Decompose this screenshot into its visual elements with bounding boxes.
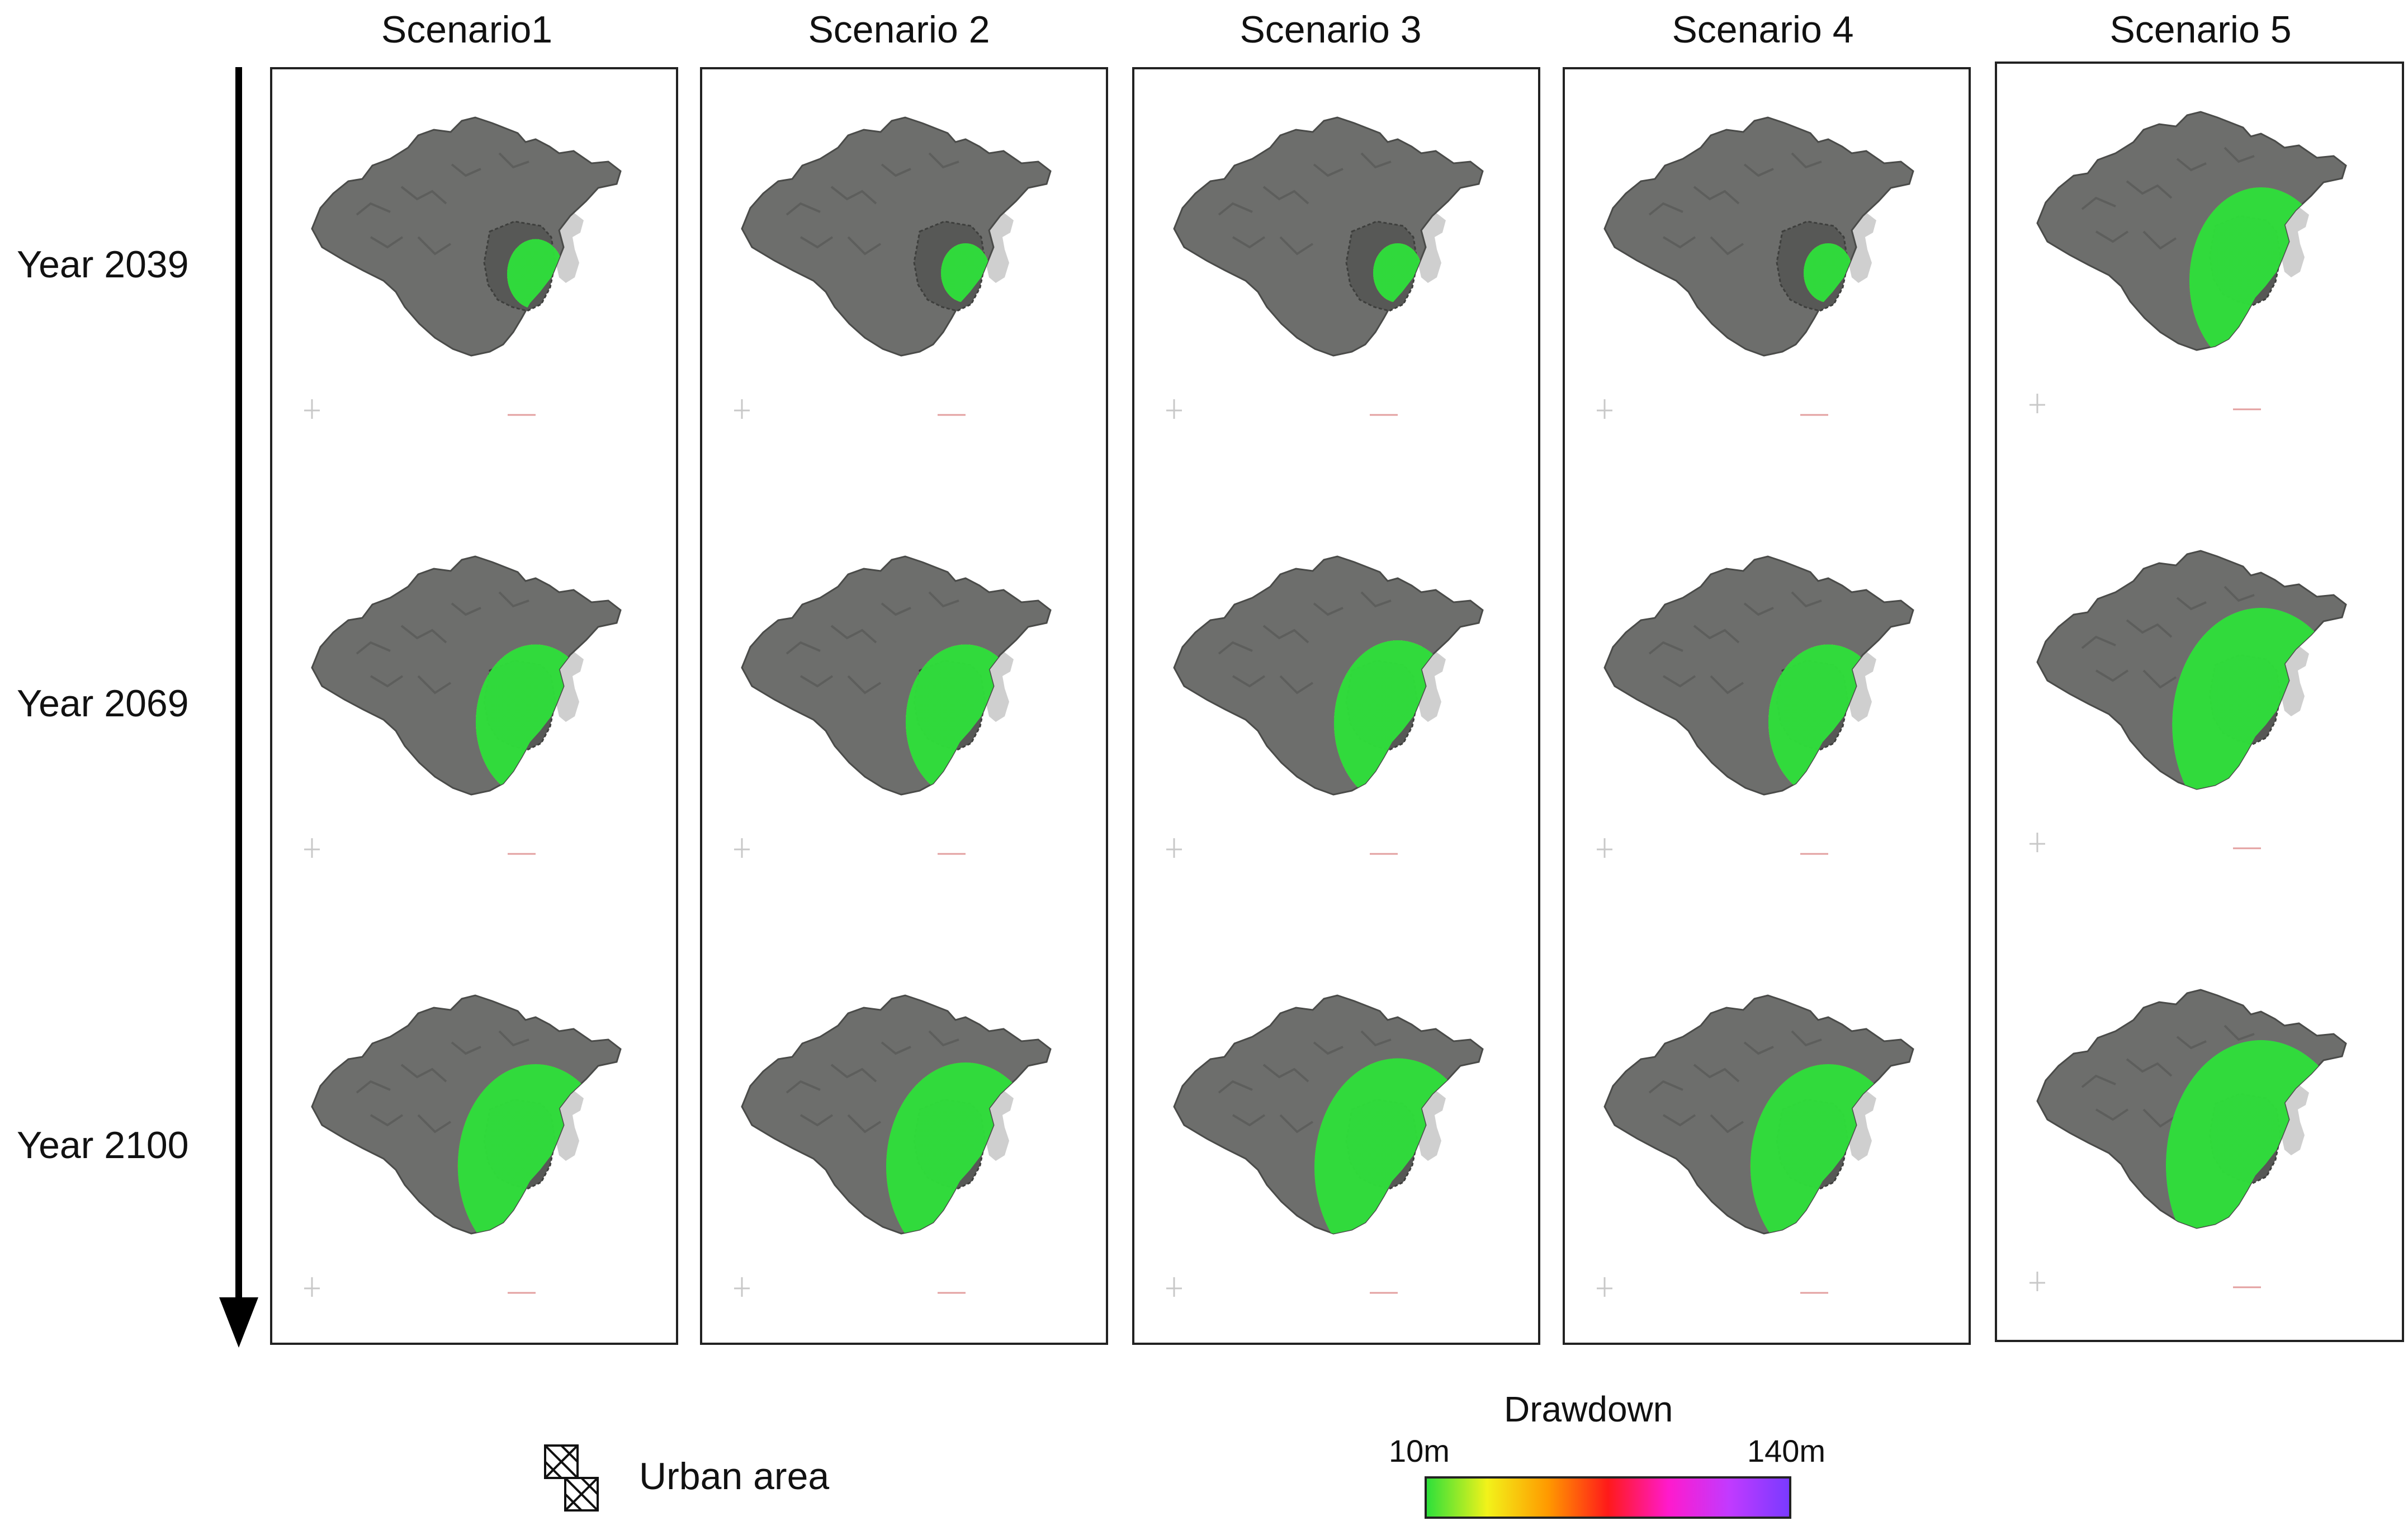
catchment-boundary bbox=[741, 555, 1052, 796]
scenario-1-title: Scenario1 bbox=[381, 8, 553, 51]
year-2100-label: Year 2100 bbox=[17, 1124, 189, 1166]
drawdown-min-label: 10m bbox=[1389, 1433, 1450, 1468]
north-arrow-icon bbox=[1166, 838, 1182, 858]
north-arrow-icon bbox=[1597, 838, 1612, 858]
scenario-5-title: Scenario 5 bbox=[2109, 8, 2292, 51]
scenario-3-panel bbox=[1132, 67, 1540, 1345]
catchment-map bbox=[734, 994, 1052, 1297]
catchment-map bbox=[1597, 555, 1914, 858]
catchment-map bbox=[1597, 116, 1914, 419]
time-arrow-icon bbox=[219, 67, 258, 1348]
scenario-2-panel bbox=[700, 67, 1108, 1345]
scenario-4-title: Scenario 4 bbox=[1672, 8, 1854, 51]
catchment-map bbox=[1597, 994, 1914, 1297]
drawdown-plume bbox=[1804, 243, 1853, 303]
adjacent-area bbox=[986, 212, 1014, 283]
drawdown-plume bbox=[1314, 1058, 1481, 1234]
north-arrow-icon bbox=[1597, 399, 1612, 419]
adjacent-area bbox=[986, 1090, 1014, 1161]
catchment-boundary bbox=[1173, 555, 1484, 796]
drawdown-legend: Drawdown 10m 140m bbox=[1375, 1387, 1856, 1532]
north-arrow-icon bbox=[1597, 1277, 1612, 1297]
adjacent-area bbox=[1418, 651, 1446, 722]
adjacent-area bbox=[556, 1090, 584, 1161]
north-arrow-icon bbox=[2029, 833, 2045, 852]
catchment-map bbox=[304, 116, 622, 419]
north-arrow-icon bbox=[734, 1277, 750, 1297]
adjacent-area bbox=[986, 651, 1014, 722]
adjacent-area bbox=[1848, 651, 1876, 722]
urban-area-hatch-icon bbox=[544, 1444, 599, 1512]
adjacent-area bbox=[2281, 207, 2309, 277]
urban-area-legend: Urban area bbox=[540, 1440, 931, 1524]
drawdown-plume bbox=[1750, 1064, 1906, 1234]
scenario-1-panel bbox=[270, 67, 678, 1345]
scenario-4-panel bbox=[1563, 67, 1971, 1345]
drawdown-colorbar bbox=[1425, 1476, 1791, 1519]
north-arrow-icon bbox=[304, 1277, 320, 1297]
adjacent-area bbox=[1418, 212, 1446, 283]
drawdown-plume bbox=[1373, 243, 1422, 303]
urban-area-label: Urban area bbox=[639, 1455, 830, 1498]
north-arrow-icon bbox=[304, 399, 320, 419]
drawdown-plume bbox=[886, 1062, 1045, 1234]
drawdown-plume bbox=[2189, 187, 2333, 350]
north-arrow-icon bbox=[304, 838, 320, 858]
year-2069-label: Year 2069 bbox=[17, 682, 189, 725]
catchment-map bbox=[2029, 550, 2347, 852]
scenario-3-title: Scenario 3 bbox=[1240, 8, 1422, 51]
catchment-map bbox=[2029, 111, 2347, 413]
catchment-map bbox=[1166, 555, 1484, 858]
adjacent-area bbox=[2281, 646, 2309, 716]
catchment-boundary bbox=[2036, 111, 2347, 351]
scenario-2-title: Scenario 2 bbox=[808, 8, 990, 51]
catchment-map bbox=[304, 994, 622, 1297]
north-arrow-icon bbox=[1166, 399, 1182, 419]
catchment-boundary bbox=[1603, 116, 1914, 357]
catchment-boundary bbox=[311, 116, 622, 357]
adjacent-area bbox=[556, 651, 584, 722]
catchment-map bbox=[1166, 994, 1484, 1297]
catchment-boundary bbox=[1603, 555, 1914, 796]
drawdown-plume bbox=[2166, 1040, 2346, 1228]
catchment-map bbox=[734, 116, 1052, 419]
drawdown-plume bbox=[457, 1064, 614, 1234]
drawdown-plume bbox=[941, 243, 990, 303]
north-arrow-icon bbox=[2029, 1272, 2045, 1291]
catchment-boundary bbox=[1173, 116, 1484, 357]
drawdown-title: Drawdown bbox=[1504, 1389, 1673, 1429]
north-arrow-icon bbox=[734, 838, 750, 858]
drawdown-max-label: 140m bbox=[1747, 1433, 1826, 1468]
catchment-boundary bbox=[311, 555, 622, 796]
adjacent-area bbox=[1848, 212, 1876, 283]
catchment-boundary bbox=[1603, 994, 1914, 1235]
north-arrow-icon bbox=[2029, 394, 2045, 413]
catchment-map bbox=[304, 555, 622, 858]
catchment-boundary bbox=[741, 994, 1052, 1235]
catchment-map bbox=[1166, 116, 1484, 419]
adjacent-area bbox=[2281, 1085, 2309, 1155]
adjacent-area bbox=[1848, 1090, 1876, 1161]
scenario-5-panel bbox=[1995, 62, 2404, 1342]
catchment-map bbox=[734, 555, 1052, 858]
catchment-boundary bbox=[311, 994, 622, 1235]
catchment-map bbox=[2029, 989, 2347, 1291]
north-arrow-icon bbox=[734, 399, 750, 419]
catchment-boundary bbox=[741, 116, 1052, 357]
adjacent-area bbox=[556, 212, 584, 283]
north-arrow-icon bbox=[1166, 1277, 1182, 1297]
year-2039-label: Year 2039 bbox=[17, 243, 189, 286]
adjacent-area bbox=[1418, 1090, 1446, 1161]
drawdown-plume bbox=[2172, 607, 2346, 789]
